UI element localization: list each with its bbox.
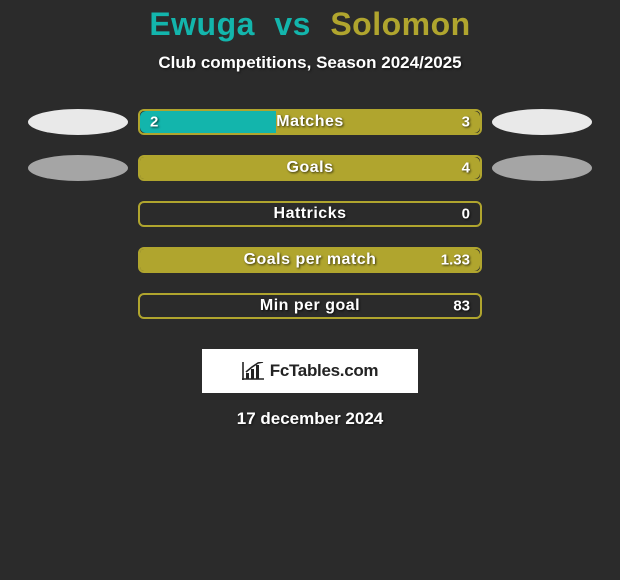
- stat-row: Hattricks 0: [0, 201, 620, 227]
- fctables-logo[interactable]: FcTables.com: [202, 349, 418, 393]
- bar-chart-icon: [242, 362, 264, 380]
- stat-bar: Min per goal 83: [138, 293, 482, 319]
- bar-fill-player1: [140, 111, 276, 133]
- stat-value-player2: 0: [462, 206, 470, 223]
- stat-value-player2: 83: [453, 298, 470, 315]
- stat-label: Min per goal: [260, 297, 360, 315]
- stat-value-player2: 1.33: [441, 252, 470, 269]
- stat-bar: Hattricks 0: [138, 201, 482, 227]
- player2-name: Solomon: [330, 6, 470, 42]
- stat-value-player2: 3: [462, 114, 470, 131]
- stat-label: Hattricks: [274, 205, 347, 223]
- stat-row: Goals per match 1.33: [0, 247, 620, 273]
- page-title: Ewuga vs Solomon: [0, 6, 620, 43]
- player2-ellipse: [492, 155, 592, 181]
- stat-value-player2: 4: [462, 160, 470, 177]
- stat-label: Goals per match: [244, 251, 377, 269]
- logo-text: FcTables.com: [270, 361, 379, 381]
- date-label: 17 december 2024: [0, 409, 620, 429]
- subtitle: Club competitions, Season 2024/2025: [0, 53, 620, 73]
- player1-name: Ewuga: [149, 6, 255, 42]
- player2-ellipse: [492, 109, 592, 135]
- vs-label: vs: [274, 6, 311, 42]
- stat-bar: Goals 4: [138, 155, 482, 181]
- stat-row: Matches 2 3: [0, 109, 620, 135]
- player1-ellipse: [28, 155, 128, 181]
- comparison-card: Ewuga vs Solomon Club competitions, Seas…: [0, 0, 620, 429]
- stat-row: Min per goal 83: [0, 293, 620, 319]
- stat-label: Matches: [276, 113, 344, 131]
- stat-row: Goals 4: [0, 155, 620, 181]
- stat-rows: Matches 2 3 Goals 4 Hattricks 0 Goals per match…: [0, 109, 620, 319]
- stat-value-player1: 2: [150, 114, 158, 131]
- stat-bar: Matches 2 3: [138, 109, 482, 135]
- stat-bar: Goals per match 1.33: [138, 247, 482, 273]
- stat-label: Goals: [287, 159, 334, 177]
- player1-ellipse: [28, 109, 128, 135]
